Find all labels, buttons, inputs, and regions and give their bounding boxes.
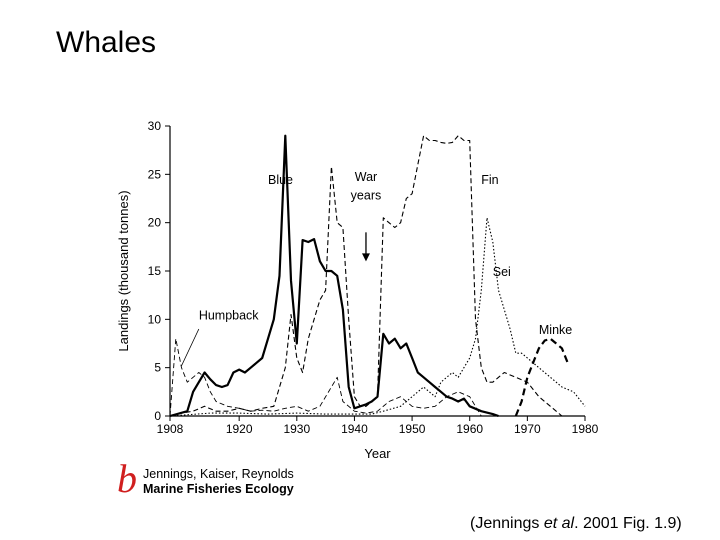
source-post: . 2001 Fig. 1.9) [574,515,682,532]
humpback-leader [181,328,200,366]
series-label-minke: Minke [539,323,572,337]
series-label-sei: Sei [493,265,511,279]
source-pre: (Jennings [470,515,544,532]
x-tick-label: 1960 [456,422,483,436]
y-tick-label: 20 [148,216,162,230]
x-tick-label: 1908 [157,422,184,436]
series-line-blue [169,134,499,418]
annotation-years: years [351,188,382,202]
series-label-fin: Fin [481,173,498,187]
series-line-sei [169,217,586,417]
publisher-logo: b [117,456,137,501]
source-citation: (Jennings et al. 2001 Fig. 1.9) [470,515,682,533]
series-label-blue: Blue [268,173,293,187]
y-axis-label: Landings (thousand tonnes) [116,190,131,351]
x-tick-label: 1940 [341,422,368,436]
annotation-arrow-head [361,253,370,262]
annotation-war: War [355,170,377,184]
y-tick-label: 15 [148,264,162,278]
source-italic: et al [543,515,575,532]
x-tick-label: 1970 [514,422,541,436]
series-label-humpback: Humpback [199,308,259,322]
y-tick-label: 30 [148,119,162,133]
series-line-fin [169,135,563,417]
x-tick-label: 1980 [572,422,599,436]
x-tick-label: 1920 [226,422,253,436]
x-tick-label: 1930 [283,422,310,436]
series-line-minke [514,337,569,417]
x-tick-label: 1950 [399,422,426,436]
y-tick-label: 0 [154,409,161,423]
book-credit: b Jennings, Kaiser, Reynolds Marine Fish… [117,459,294,499]
credit-authors: Jennings, Kaiser, Reynolds [143,467,294,481]
y-tick-label: 10 [148,312,162,326]
y-tick-label: 5 [154,361,161,375]
credit-book-title: Marine Fisheries Ecology [143,482,294,496]
slide-title: Whales [56,26,157,59]
series-line-humpback [169,338,482,417]
x-axis-label: Year [364,446,391,461]
y-tick-label: 25 [148,167,162,181]
